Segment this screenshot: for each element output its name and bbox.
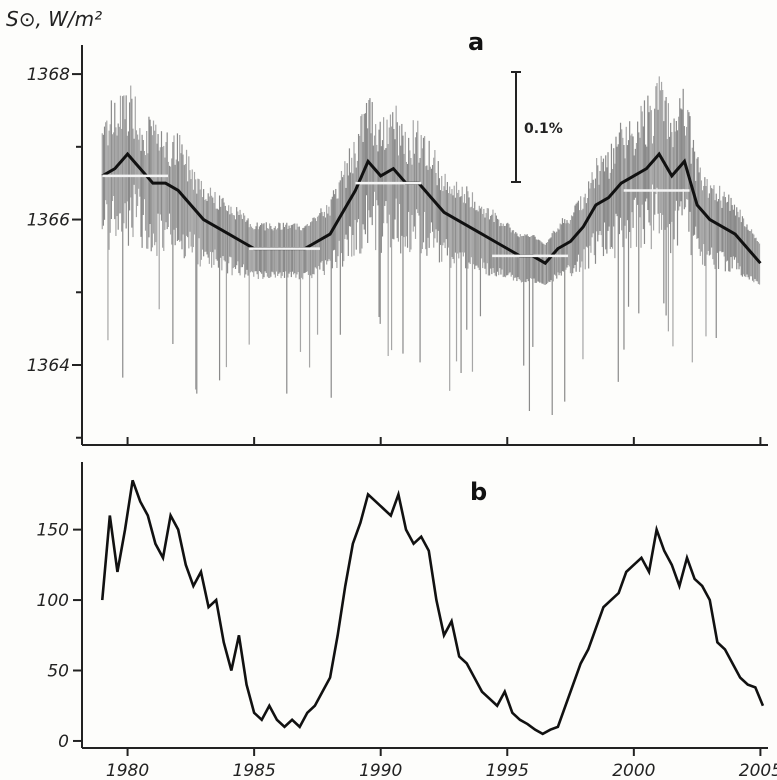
panel-a-ylabel: S⊙, W/m² bbox=[6, 7, 102, 31]
panel-b-y-tick-label: 0 bbox=[58, 732, 69, 752]
panel-a-y-tick-label: 1364 bbox=[27, 356, 70, 376]
panel-b-y-tick-label: 50 bbox=[47, 662, 69, 682]
panel-a-irradiance: S⊙, W/m² a 1364 1366 1368 0.1% bbox=[6, 7, 768, 446]
panel-a-letter: a bbox=[468, 28, 484, 56]
panel-b-x-ticks: 1980 1985 1990 1995 2000 2005 bbox=[106, 748, 777, 780]
panel-b-x-tick-label: 1995 bbox=[486, 761, 529, 780]
panel-b-x-tick-label: 1985 bbox=[233, 761, 276, 780]
panel-a-x-ticks bbox=[126, 437, 762, 445]
panel-a-y-ticks: 1364 1366 1368 bbox=[27, 65, 82, 439]
panel-b-x-tick-label: 2000 bbox=[612, 761, 655, 780]
panel-a-y-tick-label: 1368 bbox=[27, 65, 70, 85]
panel-b-x-tick-label: 1980 bbox=[106, 761, 149, 780]
panel-a-cycle-means bbox=[102, 174, 690, 258]
panel-b-x-tick-label: 2005 bbox=[739, 761, 777, 780]
panel-b-y-tick-label: 150 bbox=[37, 521, 69, 541]
scale-bar: 0.1% bbox=[511, 71, 563, 183]
panel-b-letter: b bbox=[470, 478, 487, 506]
panel-b-x-tick-label: 1990 bbox=[359, 761, 402, 780]
panel-b-series bbox=[100, 479, 765, 736]
panel-a-y-tick-label: 1366 bbox=[27, 211, 70, 231]
panel-a-daily-series bbox=[101, 76, 761, 416]
panel-b-y-ticks: 0 50 100 150 bbox=[37, 521, 82, 752]
panel-b-sunspot: b 0 50 100 150 1980 1985 1990 1995 2000 2005 bbox=[37, 462, 777, 780]
panel-b-y-tick-label: 100 bbox=[37, 591, 69, 611]
scale-bar-label: 0.1% bbox=[524, 121, 563, 137]
panel-a-smoothed-series bbox=[101, 151, 762, 266]
